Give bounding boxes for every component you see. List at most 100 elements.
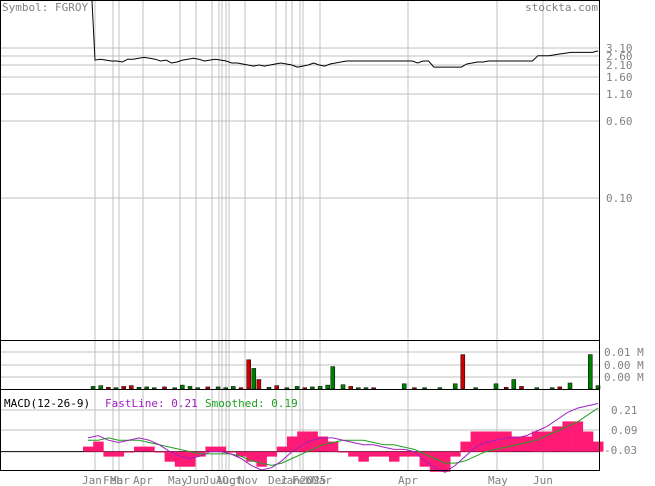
- volume-bar: [437, 387, 443, 390]
- macd-histogram-bar: [276, 446, 288, 452]
- volume-bar: [302, 387, 308, 390]
- volume-bar: [284, 387, 290, 390]
- volume-bar: [187, 386, 193, 390]
- macd-histogram-bar: [154, 451, 165, 453]
- volume-bar: [401, 383, 407, 390]
- macd-histogram-bar: [297, 431, 308, 452]
- volume-bar: [511, 379, 517, 390]
- volume-y-ticks: 0.01 M 0.00 M 0.00 M: [604, 346, 644, 384]
- volume-panel: [90, 354, 601, 390]
- macd-histogram-bar: [123, 451, 135, 453]
- x-tick-label: Feb: [292, 474, 312, 486]
- volume-bar: [136, 387, 142, 390]
- volume-bar: [172, 387, 177, 390]
- volume-bar: [340, 384, 346, 390]
- volume-bar: [129, 385, 134, 390]
- volume-tick-label: 0.00 M: [604, 359, 644, 372]
- volume-bar: [205, 386, 211, 390]
- macd-histogram-bar: [327, 441, 339, 452]
- price-tick-label: 1.60: [606, 71, 633, 84]
- macd-fast-label: FastLine: 0.21: [105, 397, 198, 410]
- volume-bar: [251, 368, 257, 390]
- macd-histogram-bar: [93, 441, 104, 452]
- x-tick-label: Feb: [103, 474, 123, 486]
- macd-histogram-bar: [256, 451, 267, 467]
- volume-bar: [106, 387, 111, 390]
- macd-histogram-bar: [338, 451, 349, 453]
- macd-tick-label: 0.21: [611, 404, 638, 417]
- price-tick-label: 2.60: [606, 50, 633, 63]
- x-tick-label: Mar: [110, 474, 130, 486]
- volume-bar: [180, 384, 185, 390]
- macd-histogram-bar: [287, 436, 298, 452]
- volume-bar: [460, 354, 466, 390]
- macd-histogram-bar: [450, 451, 461, 457]
- volume-bar: [356, 387, 361, 390]
- macd-histogram-bar: [419, 451, 431, 467]
- volume-bar: [549, 387, 555, 390]
- x-tick-label: Dec: [268, 474, 288, 486]
- macd-histogram-bar: [562, 421, 573, 452]
- macd-histogram-bar: [266, 451, 278, 457]
- x-tick-label: May: [488, 474, 508, 486]
- volume-bar: [534, 387, 540, 390]
- volume-bar: [90, 386, 96, 390]
- x-tick-label: Apr: [398, 474, 418, 486]
- macd-histogram-bar: [164, 451, 176, 462]
- source-label: stockta.com: [525, 1, 598, 14]
- macd-histogram-bar: [409, 451, 420, 457]
- volume-bar: [152, 387, 157, 390]
- symbol-label: Symbol: FGROY: [2, 1, 88, 14]
- price-line: [91, 0, 599, 68]
- macd-histogram-bar: [113, 451, 125, 457]
- chart-grid: [0, 1, 600, 470]
- volume-tick-label: 0.01 M: [604, 346, 644, 359]
- volume-bar: [325, 384, 330, 390]
- x-tick-label: Jul: [203, 474, 223, 486]
- macd-histogram-bar: [358, 451, 369, 462]
- volume-bar: [223, 387, 228, 390]
- macd-histogram-bar: [103, 451, 114, 457]
- volume-bar: [215, 386, 221, 390]
- macd-histogram-bar: [236, 451, 247, 457]
- volume-bar: [363, 387, 369, 390]
- macd-fast-line: [87, 403, 599, 473]
- price-panel: [91, 0, 599, 68]
- volume-bar: [98, 385, 104, 390]
- macd-histogram-bar: [572, 421, 584, 452]
- x-tick-label: Aug: [216, 474, 236, 486]
- volume-bar: [231, 386, 236, 390]
- x-tick-label: Jan: [82, 474, 102, 486]
- macd-histogram-bar: [368, 451, 380, 457]
- volume-bar: [144, 386, 149, 390]
- macd-histogram-bar: [246, 451, 257, 462]
- x-tick-label: Nov: [238, 474, 258, 486]
- volume-tick-label: 0.00 M: [604, 371, 644, 384]
- volume-bar: [567, 382, 573, 390]
- macd-histogram-bar: [185, 451, 196, 467]
- macd-histogram-bar: [491, 431, 502, 452]
- x-tick-label: Jun: [186, 474, 206, 486]
- macd-histogram-bar: [144, 446, 155, 452]
- x-tick-label: Mar: [312, 474, 332, 486]
- price-tick-label: 0.60: [606, 115, 633, 128]
- x-axis-labels: Jan Feb Mar Apr May Jun Jul Aug Oct Nov …: [82, 474, 553, 486]
- price-tick-label: 2.10: [606, 59, 633, 72]
- macd-histogram-bar: [174, 451, 186, 467]
- volume-bar: [422, 387, 427, 390]
- macd-histogram-bar: [542, 431, 553, 452]
- price-tick-label: 1.10: [606, 88, 633, 101]
- macd-histogram-bar: [134, 446, 145, 452]
- volume-bar: [493, 383, 499, 390]
- macd-y-ticks: 0.21 0.09 -0.03: [604, 404, 638, 457]
- volume-bar: [294, 386, 300, 390]
- volume-bar: [195, 387, 200, 390]
- volume-bar: [371, 387, 376, 390]
- macd-tick-label: 0.09: [611, 424, 638, 437]
- volume-bar: [452, 383, 458, 390]
- price-tick-label: 3.10: [606, 42, 633, 55]
- volume-bar: [519, 386, 524, 390]
- macd-title: MACD(12-26-9): [4, 397, 90, 410]
- macd-histogram-bar: [83, 446, 94, 452]
